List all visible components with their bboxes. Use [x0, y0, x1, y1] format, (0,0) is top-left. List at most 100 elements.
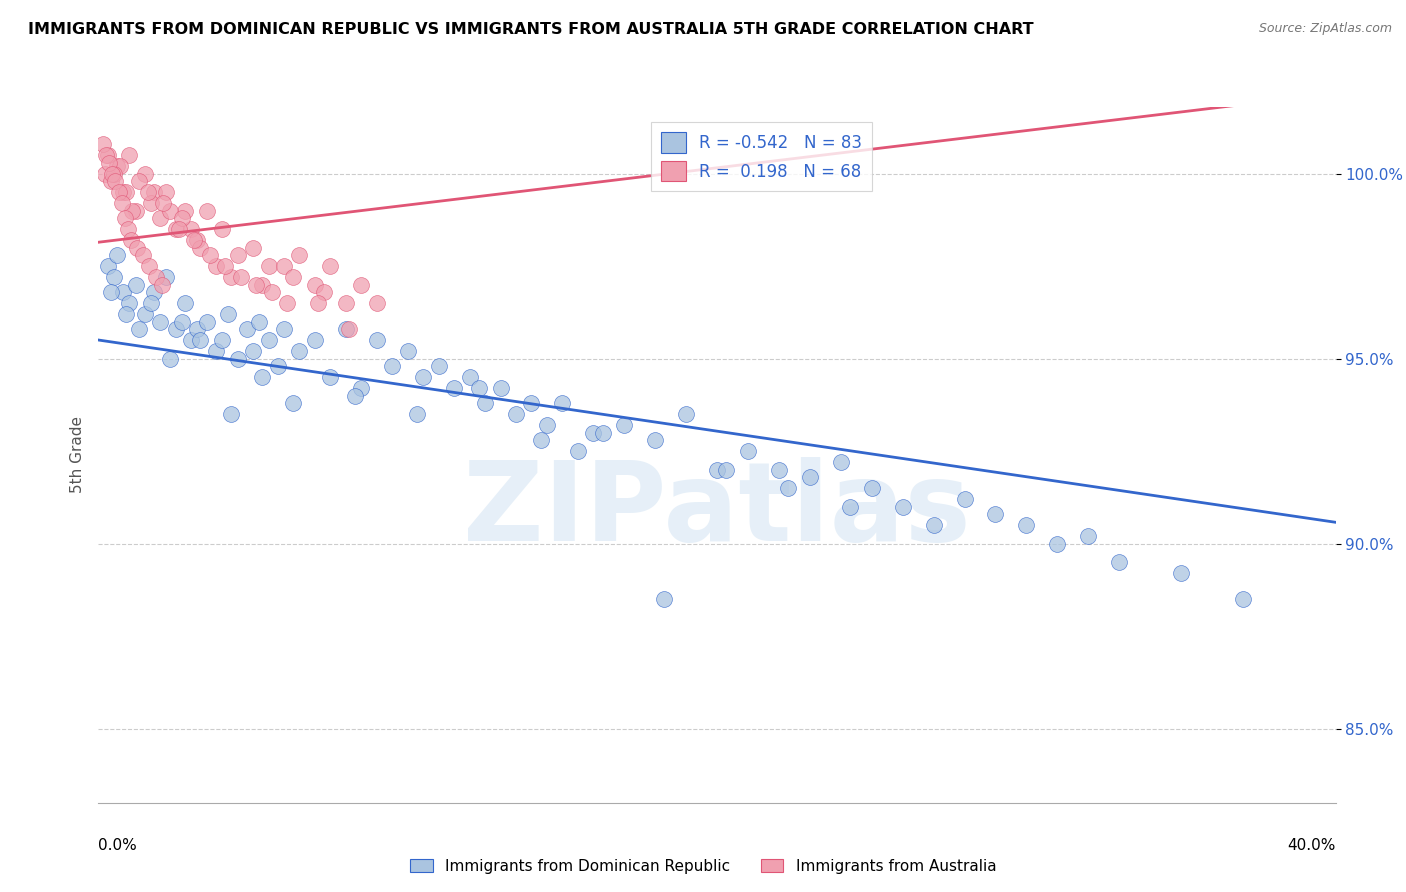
Point	[103, 270, 125, 285]
Text: 40.0%: 40.0%	[1288, 838, 1336, 853]
Point	[335, 296, 357, 310]
Point	[221, 407, 243, 421]
Point	[799, 470, 821, 484]
Point	[675, 407, 697, 421]
Point	[217, 307, 239, 321]
Point	[139, 196, 162, 211]
Point	[427, 359, 450, 373]
Point	[267, 359, 290, 373]
Point	[567, 444, 589, 458]
Point	[111, 196, 132, 211]
Point	[180, 333, 202, 347]
Point	[205, 259, 228, 273]
Point	[242, 241, 264, 255]
Text: ZIPatlas: ZIPatlas	[463, 457, 972, 564]
Point	[118, 296, 141, 310]
Point	[458, 370, 481, 384]
Point	[468, 381, 491, 395]
Point	[112, 185, 135, 199]
Point	[860, 481, 883, 495]
Point	[100, 174, 122, 188]
Point	[117, 222, 139, 236]
Point	[283, 396, 305, 410]
Point	[124, 277, 146, 292]
Point	[97, 148, 120, 162]
Legend: R = -0.542   N = 83, R =  0.198   N = 68: R = -0.542 N = 83, R = 0.198 N = 68	[651, 122, 873, 191]
Point	[186, 233, 208, 247]
Point	[100, 285, 122, 299]
Point	[1170, 566, 1192, 581]
Point	[183, 233, 205, 247]
Point	[247, 315, 270, 329]
Point	[190, 241, 212, 255]
Point	[283, 270, 305, 285]
Point	[304, 333, 326, 347]
Point	[613, 418, 636, 433]
Text: IMMIGRANTS FROM DOMINICAN REPUBLIC VS IMMIGRANTS FROM AUSTRALIA 5TH GRADE CORREL: IMMIGRANTS FROM DOMINICAN REPUBLIC VS IM…	[28, 22, 1033, 37]
Point	[1015, 518, 1038, 533]
Point	[134, 307, 156, 321]
Point	[273, 259, 295, 273]
Point	[174, 203, 197, 218]
Text: Source: ZipAtlas.com: Source: ZipAtlas.com	[1258, 22, 1392, 36]
Point	[211, 222, 233, 236]
Point	[132, 248, 155, 262]
Point	[536, 418, 558, 433]
Point	[582, 425, 605, 440]
Point	[93, 167, 115, 181]
Point	[143, 185, 166, 199]
Point	[103, 167, 125, 181]
Point	[134, 167, 156, 181]
Point	[236, 322, 259, 336]
Point	[520, 396, 543, 410]
Point	[489, 381, 512, 395]
Point	[159, 351, 181, 366]
Point	[136, 185, 159, 199]
Point	[891, 500, 914, 514]
Point	[1232, 592, 1254, 607]
Point	[839, 500, 862, 514]
Point	[124, 203, 146, 218]
Point	[530, 433, 553, 447]
Point	[150, 277, 173, 292]
Point	[155, 185, 177, 199]
Point	[288, 344, 311, 359]
Point	[654, 592, 676, 607]
Point	[165, 322, 187, 336]
Point	[412, 370, 434, 384]
Point	[304, 277, 326, 292]
Point	[138, 259, 160, 273]
Point	[644, 433, 666, 447]
Point	[366, 333, 388, 347]
Point	[505, 407, 527, 421]
Point	[288, 248, 311, 262]
Point	[105, 248, 128, 262]
Point	[108, 159, 131, 173]
Point	[768, 463, 790, 477]
Point	[190, 333, 212, 347]
Point	[149, 315, 172, 329]
Point	[314, 285, 336, 299]
Point	[152, 196, 174, 211]
Point	[128, 174, 150, 188]
Point	[120, 233, 142, 247]
Point	[128, 322, 150, 336]
Point	[984, 507, 1007, 521]
Point	[443, 381, 465, 395]
Point	[112, 285, 135, 299]
Point	[214, 259, 236, 273]
Point	[474, 396, 496, 410]
Point	[319, 370, 342, 384]
Point	[551, 396, 574, 410]
Point	[205, 344, 228, 359]
Y-axis label: 5th Grade: 5th Grade	[69, 417, 84, 493]
Point	[830, 455, 852, 469]
Point	[335, 322, 357, 336]
Point	[91, 136, 114, 151]
Point	[143, 285, 166, 299]
Point	[105, 159, 128, 173]
Point	[114, 211, 136, 225]
Point	[174, 296, 197, 310]
Text: 0.0%: 0.0%	[98, 838, 138, 853]
Point	[195, 203, 218, 218]
